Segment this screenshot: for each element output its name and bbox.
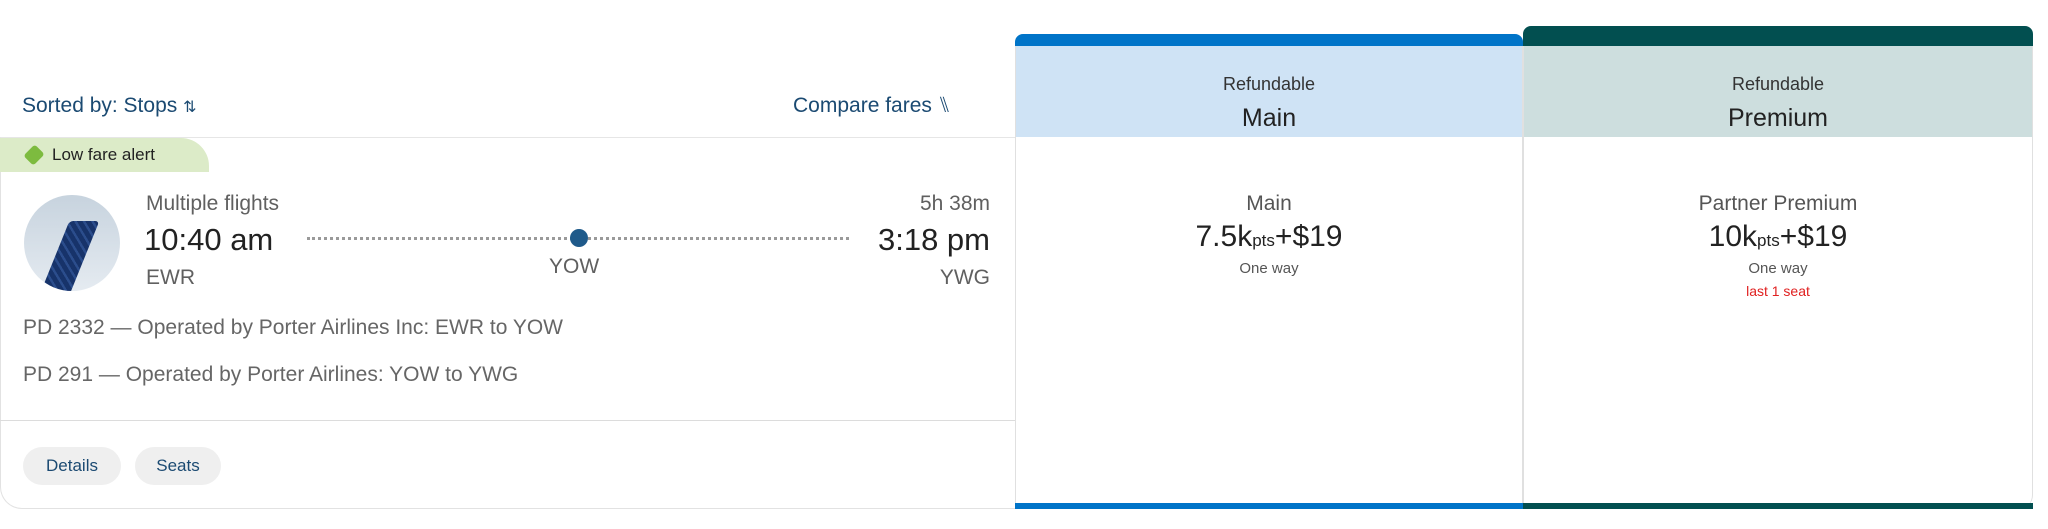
- cabin-name: Main: [1241, 104, 1297, 132]
- seat-icon: ⑊: [937, 92, 951, 117]
- segment-2: PD 291 — Operated by Porter Airlines: YO…: [23, 363, 519, 386]
- fare-name: Main: [1246, 192, 1292, 215]
- trip-type: One way: [1239, 260, 1299, 277]
- sort-arrows-icon: ⇅: [183, 99, 197, 116]
- accent-bar-bottom: [1523, 503, 2033, 509]
- accent-bar: [1015, 34, 1523, 46]
- compare-fares-label: Compare fares: [793, 94, 932, 117]
- cash: $19: [1292, 220, 1343, 253]
- fare-name: Partner Premium: [1698, 192, 1858, 215]
- refundable-label: Refundable: [1222, 74, 1316, 94]
- fare-price-block[interactable]: Partner Premium 10kpts+$19 One way last …: [1524, 192, 2032, 299]
- seats-left: last 1 seat: [1746, 283, 1810, 299]
- plus: +: [1779, 220, 1798, 253]
- fare-header: Refundable Main: [1016, 46, 1522, 137]
- trip-type: One way: [1748, 260, 1808, 277]
- depart-time: 10:40 am: [144, 222, 274, 257]
- accent-bar-bottom: [1015, 503, 1523, 509]
- duration: 5h 38m: [919, 192, 990, 215]
- origin-airport: EWR: [146, 266, 195, 289]
- sort-label: Sorted by: Stops: [22, 94, 178, 117]
- arrive-time: 3:18 pm: [877, 222, 990, 257]
- low-fare-alert-badge: Low fare alert: [0, 138, 209, 172]
- fare-price-block[interactable]: Main 7.5kpts+$19 One way: [1016, 192, 1522, 277]
- plus: +: [1274, 220, 1293, 253]
- stop-airport: YOW: [549, 255, 600, 278]
- sort-button[interactable]: Sorted by: Stops ⇅: [22, 94, 197, 118]
- points: 7.5k: [1195, 220, 1253, 253]
- tail-fin-icon: [34, 221, 100, 291]
- seats-button[interactable]: Seats: [135, 447, 221, 485]
- refundable-label: Refundable: [1731, 74, 1825, 94]
- points: 10k: [1708, 220, 1758, 253]
- pts-unit: pts: [1757, 231, 1780, 250]
- destination-airport: YWG: [939, 266, 990, 289]
- fare-column-premium[interactable]: Refundable Premium Partner Premium 10kpt…: [1523, 26, 2033, 509]
- flight-card: [0, 137, 1015, 509]
- cash: $19: [1797, 220, 1848, 253]
- stop-dot: [570, 229, 588, 247]
- segment-1: PD 2332 — Operated by Porter Airlines In…: [23, 316, 563, 339]
- divider: [0, 420, 1015, 421]
- compare-fares-button[interactable]: Compare fares ⑊: [793, 92, 951, 118]
- details-button[interactable]: Details: [23, 447, 121, 485]
- airline-logo: [24, 195, 120, 291]
- fare-header: Refundable Premium: [1524, 46, 2032, 137]
- badge-label: Low fare alert: [52, 145, 155, 164]
- tag-icon: [23, 144, 45, 166]
- cabin-name: Premium: [1727, 104, 1828, 132]
- accent-bar: [1523, 26, 2033, 46]
- fare-column-main[interactable]: Refundable Main Main 7.5kpts+$19 One way: [1015, 34, 1523, 509]
- flight-type: Multiple flights: [146, 192, 280, 215]
- pts-unit: pts: [1252, 231, 1275, 250]
